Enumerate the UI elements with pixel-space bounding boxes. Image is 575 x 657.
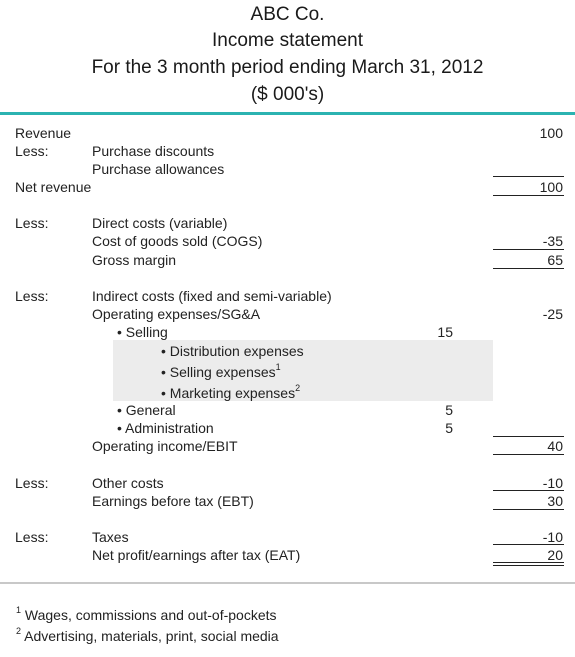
row-label: • Administration — [117, 420, 214, 436]
row-revenue: Revenue 100 — [0, 124, 575, 142]
row-net-revenue: Net revenue 100 — [0, 178, 575, 196]
company-name: ABC Co. — [250, 4, 325, 25]
row-value: -25 — [542, 306, 563, 322]
row-value: 40 — [547, 438, 563, 454]
row-label: Purchase discounts — [92, 143, 215, 159]
row-label: • Marketing expenses2 — [161, 384, 300, 402]
row-label: • Selling — [117, 324, 168, 340]
footnote-ref: 2 — [295, 383, 301, 394]
row-label: Direct costs (variable) — [92, 215, 228, 231]
total-rule — [493, 454, 564, 455]
row-gross-margin: Gross margin 65 — [0, 251, 575, 269]
row-general: • General 5 — [0, 401, 575, 419]
footer-divider — [0, 582, 575, 584]
row-label: Purchase allowances — [92, 161, 225, 177]
row-other-costs: Less: Other costs -10 — [0, 474, 575, 492]
row-label: Net revenue — [15, 179, 92, 195]
row-label: Gross margin — [92, 252, 177, 268]
row-label: • General — [117, 402, 176, 418]
row-subvalue: 5 — [445, 420, 453, 436]
row-ebt: Earnings before tax (EBT) 30 — [0, 492, 575, 510]
row-subvalue: 5 — [445, 402, 453, 418]
less-label: Less: — [15, 215, 49, 231]
row-opex: Operating expenses/SG&A -25 — [0, 305, 575, 323]
footnote-2: 2 Advertising, materials, print, social … — [16, 627, 279, 645]
statement-title: Income statement — [211, 30, 364, 51]
row-eat: Net profit/earnings after tax (EAT) 20 — [0, 546, 575, 564]
row-label: Revenue — [15, 125, 72, 141]
row-value: 30 — [547, 493, 563, 509]
row-subvalue: 15 — [437, 324, 453, 340]
row-marketing: • Marketing expenses2 — [0, 384, 575, 402]
row-label-text: • Selling expenses — [161, 364, 276, 380]
less-label: Less: — [15, 529, 49, 545]
statement-units: ($ 000's) — [250, 84, 325, 105]
footnote-mark: 2 — [16, 626, 22, 637]
row-administration: • Administration 5 — [0, 419, 575, 437]
row-purchase-discounts: Less: Purchase discounts — [0, 142, 575, 160]
row-label: Cost of goods sold (COGS) — [92, 233, 263, 249]
row-value: -35 — [542, 233, 563, 249]
row-value: 100 — [539, 179, 563, 195]
row-value: 20 — [547, 547, 563, 563]
header-divider — [0, 112, 575, 115]
row-label: Indirect costs (fixed and semi-variable) — [92, 288, 332, 304]
total-rule — [493, 268, 564, 269]
row-cogs: Cost of goods sold (COGS) -35 — [0, 232, 575, 250]
grand-total-double-rule — [493, 562, 564, 566]
row-selling: • Selling 15 — [0, 323, 575, 341]
subtotal-rule — [493, 176, 564, 177]
row-value: 65 — [547, 252, 563, 268]
row-label: Net profit/earnings after tax (EAT) — [92, 547, 301, 563]
footnote-text: Wages, commissions and out-of-pockets — [24, 607, 277, 623]
row-label: Earnings before tax (EBT) — [92, 493, 254, 509]
row-distribution: • Distribution expenses — [0, 342, 575, 360]
less-label: Less: — [15, 288, 49, 304]
row-purchase-allowances: Purchase allowances — [0, 160, 575, 178]
row-indirect-costs: Less: Indirect costs (fixed and semi-var… — [0, 287, 575, 305]
footnote-ref: 1 — [275, 362, 281, 373]
row-selling-expenses: • Selling expenses1 — [0, 363, 575, 381]
subtotal-rule — [493, 436, 564, 437]
row-value: -10 — [542, 475, 563, 491]
row-ebit: Operating income/EBIT 40 — [0, 437, 575, 455]
row-label-text: • Marketing expenses — [161, 385, 296, 401]
footnote-1: 1 Wages, commissions and out-of-pockets — [16, 606, 277, 624]
row-taxes: Less: Taxes -10 — [0, 528, 575, 546]
total-rule — [493, 509, 564, 510]
row-direct-costs: Less: Direct costs (variable) — [0, 214, 575, 232]
statement-period: For the 3 month period ending March 31, … — [91, 57, 484, 78]
row-label: Operating income/EBIT — [92, 438, 238, 454]
subtotal-rule — [493, 249, 564, 250]
row-value: -10 — [542, 529, 563, 545]
row-label: Operating expenses/SG&A — [92, 306, 261, 322]
row-label: • Selling expenses1 — [161, 363, 281, 381]
row-value: 100 — [539, 125, 563, 141]
footnote-mark: 1 — [16, 605, 22, 616]
selling-detail-highlight — [113, 340, 493, 401]
less-label: Less: — [15, 475, 49, 491]
footnote-text: Advertising, materials, print, social me… — [24, 628, 279, 644]
subtotal-rule — [493, 544, 564, 545]
row-label: Other costs — [92, 475, 164, 491]
row-label: • Distribution expenses — [161, 343, 304, 359]
subtotal-rule — [493, 490, 564, 491]
total-rule — [493, 195, 564, 196]
row-label: Taxes — [92, 529, 129, 545]
less-label: Less: — [15, 143, 49, 159]
